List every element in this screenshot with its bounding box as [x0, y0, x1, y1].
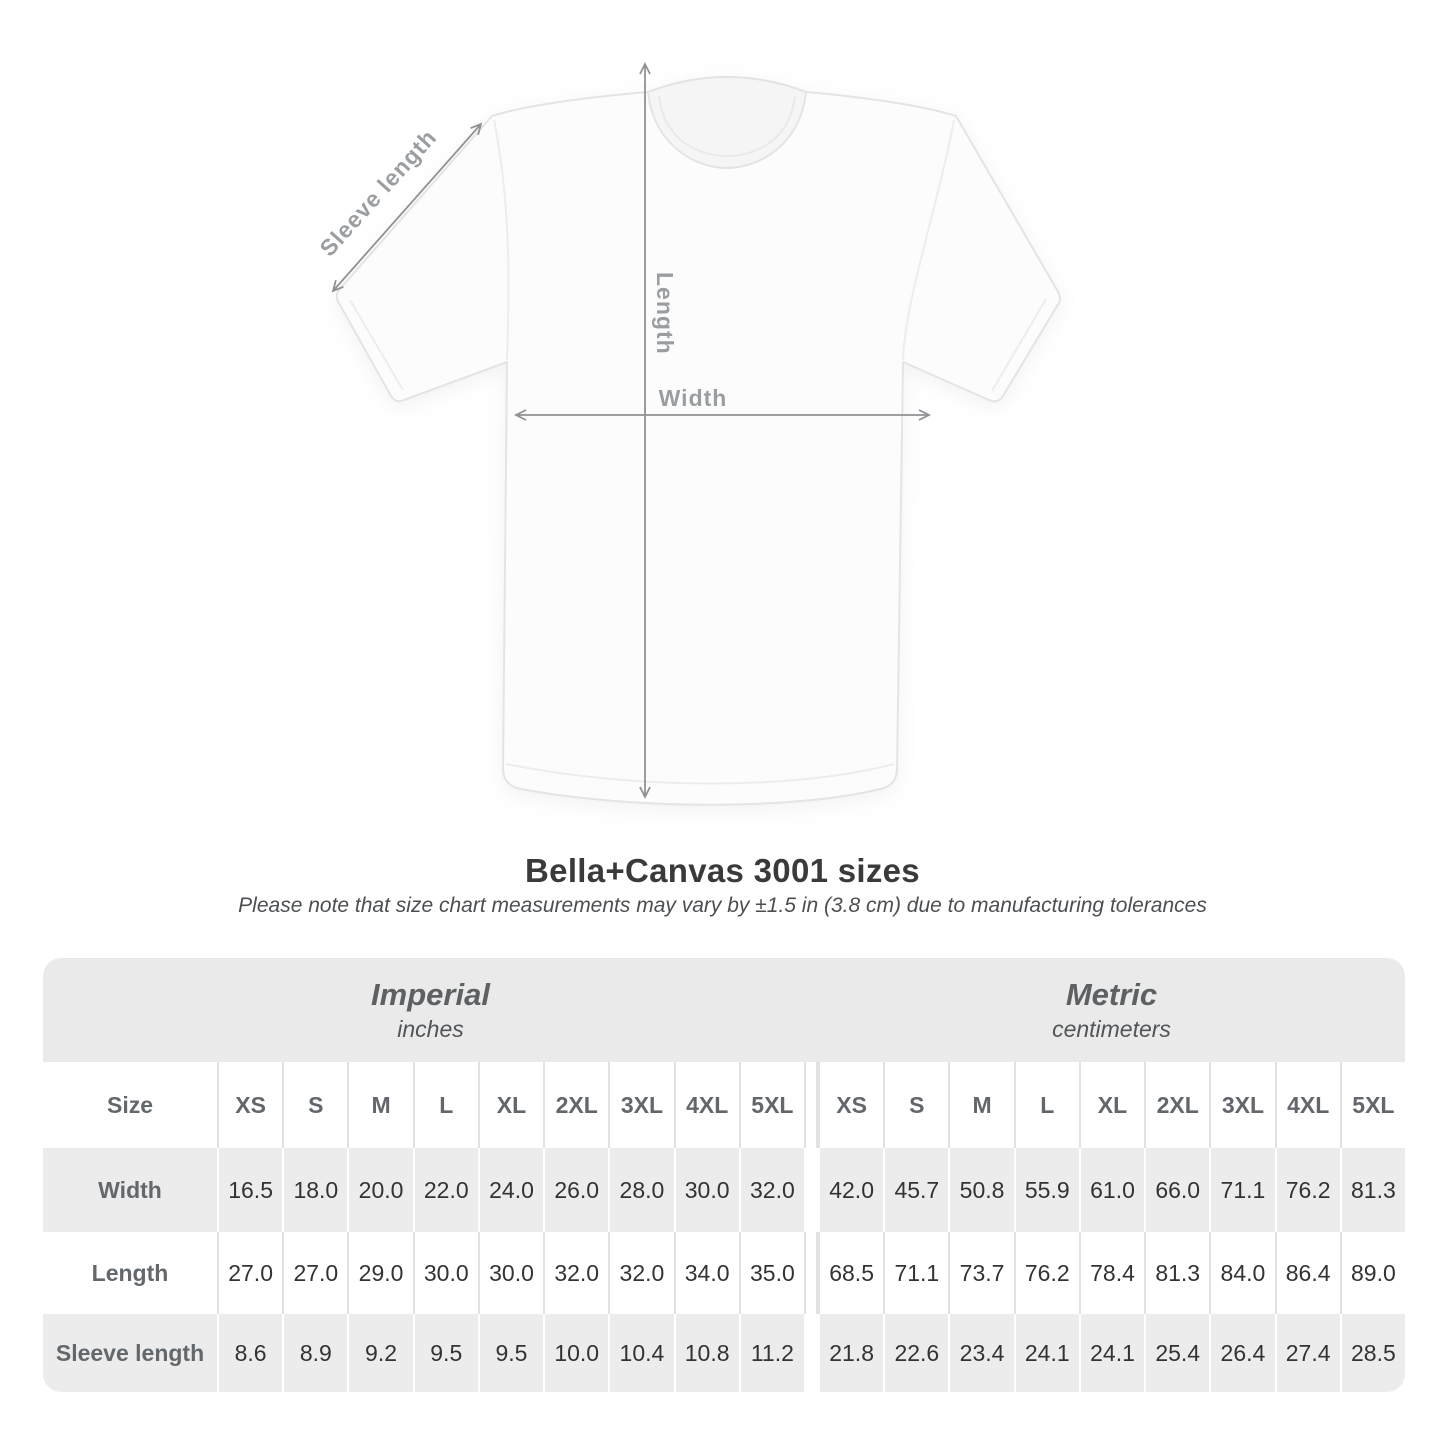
table-cell: 18.0	[282, 1148, 348, 1232]
table-row-length: Length 27.0 27.0 29.0 30.0 30.0 32.0 32.…	[43, 1232, 1405, 1314]
table-cell: 25.4	[1144, 1314, 1210, 1392]
table-cell: 11.2	[738, 1314, 804, 1392]
table-cell: 8.6	[217, 1314, 283, 1392]
section-divider	[804, 1148, 818, 1232]
size-header-cell: 3XL	[1209, 1062, 1274, 1148]
size-table: Imperial inches Metric centimeters Size …	[43, 958, 1405, 1392]
table-cell: 23.4	[948, 1314, 1014, 1392]
imperial-title: Imperial	[371, 977, 490, 1012]
table-cell: 22.6	[883, 1314, 949, 1392]
imperial-section-header: Imperial inches	[43, 958, 818, 1062]
table-cell: 9.5	[412, 1314, 478, 1392]
table-cell: 10.0	[543, 1314, 609, 1392]
size-header-cell: M	[948, 1062, 1013, 1148]
table-cell: 8.9	[282, 1314, 348, 1392]
table-cell: 55.9	[1013, 1148, 1079, 1232]
table-cell: 32.0	[738, 1148, 804, 1232]
section-divider	[803, 1062, 818, 1148]
size-header-cell: S	[282, 1062, 347, 1148]
table-cell: 30.0	[477, 1232, 543, 1314]
metric-section-header: Metric centimeters	[818, 958, 1405, 1062]
table-cell: 84.0	[1209, 1232, 1274, 1314]
size-header-cell: 2XL	[543, 1062, 608, 1148]
table-cell: 27.0	[217, 1232, 282, 1314]
section-divider	[803, 1232, 818, 1314]
size-header-cell: L	[412, 1062, 478, 1148]
size-header-cell: XS	[817, 1062, 883, 1148]
table-row-width: Width 16.5 18.0 20.0 22.0 24.0 26.0 28.0…	[43, 1148, 1405, 1232]
table-cell: 71.1	[883, 1232, 948, 1314]
table-cell: 22.0	[412, 1148, 478, 1232]
table-cell: 10.4	[608, 1314, 674, 1392]
table-cell: 26.4	[1209, 1314, 1275, 1392]
table-cell: 45.7	[883, 1148, 949, 1232]
table-cell: 16.5	[217, 1148, 283, 1232]
table-cell: 89.0	[1339, 1232, 1405, 1314]
page-title: Bella+Canvas 3001 sizes	[525, 852, 920, 889]
size-header-cell: 4XL	[1274, 1062, 1340, 1148]
row-label: Length	[91, 1259, 169, 1286]
table-header-band: Imperial inches Metric centimeters	[43, 958, 1405, 1062]
table-cell: 71.1	[1209, 1148, 1275, 1232]
table-cell: 42.0	[817, 1148, 884, 1232]
size-header-cell: 5XL	[738, 1062, 804, 1148]
table-cell: 81.3	[1339, 1148, 1405, 1232]
table-cell: 78.4	[1078, 1232, 1144, 1314]
tolerance-note: Please note that size chart measurements…	[238, 894, 1207, 917]
table-cell: 24.1	[1078, 1314, 1145, 1392]
size-header-cell: XL	[1078, 1062, 1144, 1148]
table-cell: 76.2	[1013, 1232, 1079, 1314]
metric-title: Metric	[1065, 977, 1158, 1012]
size-header-cell: L	[1013, 1062, 1079, 1148]
table-cell: 20.0	[347, 1148, 413, 1232]
table-cell: 21.8	[817, 1314, 884, 1392]
table-cell: 86.4	[1274, 1232, 1340, 1314]
size-header-cell: M	[347, 1062, 412, 1148]
row-label: Sleeve length	[43, 1314, 217, 1392]
table-cell: 32.0	[608, 1232, 673, 1314]
table-row-sleeve-length: Sleeve length 8.6 8.9 9.2 9.5 9.5 10.0 1…	[43, 1314, 1405, 1392]
table-cell: 61.0	[1078, 1148, 1145, 1232]
size-header-cell: 2XL	[1144, 1062, 1209, 1148]
metric-unit: centimeters	[1052, 1016, 1171, 1042]
imperial-unit: inches	[397, 1016, 464, 1042]
section-divider	[804, 1314, 818, 1392]
size-header-cell: 3XL	[608, 1062, 673, 1148]
table-cell: 68.5	[817, 1232, 883, 1314]
table-cell: 50.8	[948, 1148, 1014, 1232]
table-cell: 26.0	[543, 1148, 609, 1232]
width-label: Width	[659, 385, 728, 411]
table-cell: 81.3	[1144, 1232, 1209, 1314]
table-cell: 24.0	[477, 1148, 544, 1232]
size-header-cell: 4XL	[673, 1062, 739, 1148]
table-cell: 9.2	[347, 1314, 413, 1392]
table-cell: 24.1	[1013, 1314, 1079, 1392]
sleeve-length-arrow	[331, 122, 483, 293]
table-cell: 28.0	[608, 1148, 674, 1232]
table-cell: 27.0	[282, 1232, 347, 1314]
size-header-cell: 5XL	[1339, 1062, 1405, 1148]
row-label: Size	[106, 1091, 154, 1118]
table-cell: 29.0	[347, 1232, 412, 1314]
size-header-cell: XL	[477, 1062, 543, 1148]
table-cell: 35.0	[738, 1232, 804, 1314]
table-cell: 66.0	[1144, 1148, 1210, 1232]
size-header-cell: S	[883, 1062, 948, 1148]
table-cell: 34.0	[673, 1232, 739, 1314]
row-label: Width	[43, 1148, 217, 1232]
table-cell: 30.0	[673, 1148, 739, 1232]
size-header-cell: XS	[217, 1062, 282, 1148]
table-cell: 10.8	[673, 1314, 739, 1392]
table-cell: 73.7	[948, 1232, 1013, 1314]
table-cell: 76.2	[1274, 1148, 1340, 1232]
tshirt-size-diagram: Sleeve length Length Width	[314, 61, 1061, 806]
table-cell: 28.5	[1339, 1314, 1405, 1392]
length-label: Length	[652, 272, 678, 355]
table-cell: 32.0	[543, 1232, 608, 1314]
table-cell: 9.5	[477, 1314, 544, 1392]
tshirt-illustration	[335, 76, 1061, 806]
table-cell: 27.4	[1274, 1314, 1340, 1392]
table-cell: 30.0	[412, 1232, 478, 1314]
size-header-row: Size XS S M L XL 2XL 3XL 4XL 5XL XS S M …	[43, 1062, 1405, 1148]
